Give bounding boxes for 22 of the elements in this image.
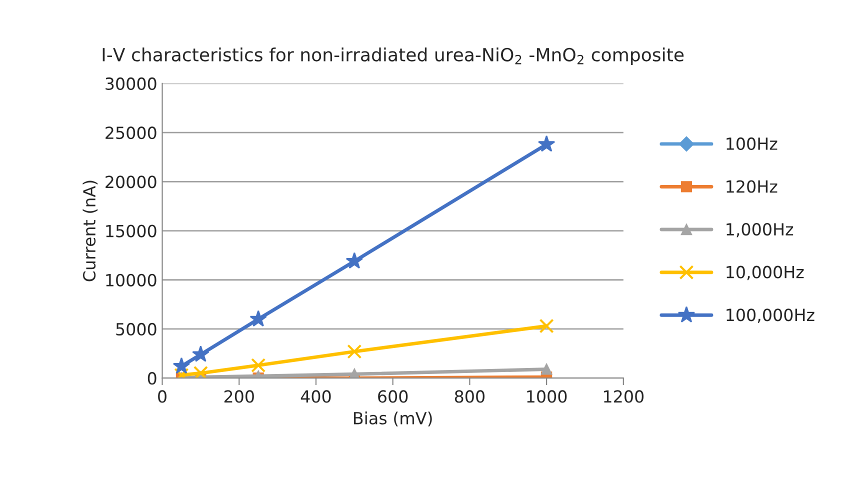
legend-label: 10,000Hz <box>726 266 804 280</box>
y-axis-title: Current (nA) <box>82 180 98 282</box>
y-tick-label: 5000 <box>116 322 156 336</box>
x-tick-label: 0 <box>158 390 166 403</box>
y-tick-label: 15000 <box>106 224 156 238</box>
x-tick-label: 800 <box>454 390 484 403</box>
legend-label: 120Hz <box>726 180 778 193</box>
legend-label: 100,000Hz <box>726 308 814 323</box>
x-tick-label: 200 <box>224 390 254 403</box>
chart-title: I-V characteristics for non-irradiated urea-NiO$_{2}$ -MnO$_{2}$ composite <box>102 48 684 65</box>
y-tick-label: 30000 <box>106 77 156 90</box>
y-tick-label: 0 <box>148 372 156 385</box>
x-tick-label: 400 <box>300 390 331 403</box>
y-tick-label: 20000 <box>106 176 156 188</box>
x-tick-label: 1000 <box>527 390 567 403</box>
x-tick-label: 1200 <box>604 390 644 403</box>
y-tick-label: 25000 <box>106 126 156 140</box>
x-tick-label: 600 <box>378 390 408 403</box>
x-axis-title: Bias (mV) <box>354 412 432 426</box>
y-tick-label: 10000 <box>106 274 156 286</box>
legend-label: 1,000Hz <box>726 223 794 238</box>
legend-label: 100Hz <box>726 137 778 150</box>
